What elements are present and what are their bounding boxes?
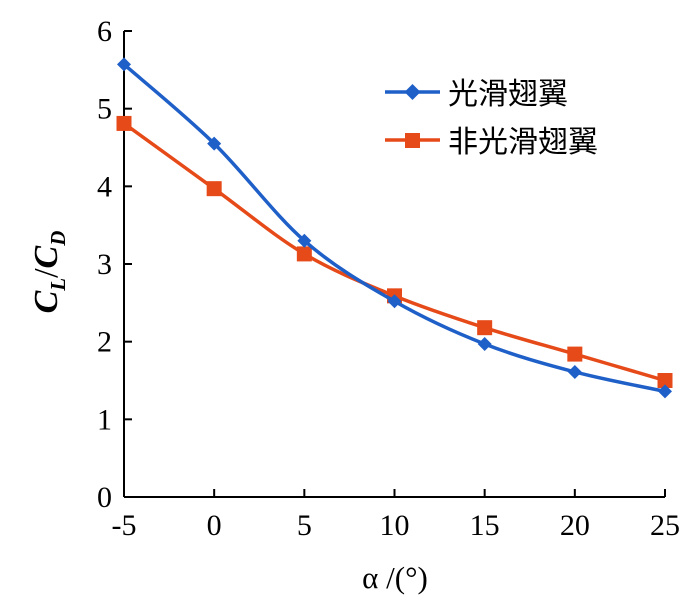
data-point [297, 233, 312, 248]
y-axis-title: CL/CD [28, 231, 70, 314]
series-1 [117, 57, 672, 399]
series-line [122, 122, 666, 383]
y-tick-label: 5 [97, 93, 112, 126]
data-point [207, 136, 222, 151]
data-point [206, 181, 222, 197]
data-point [477, 320, 493, 336]
legend-marker-square [405, 133, 420, 148]
y-tick-label: 6 [97, 15, 112, 48]
x-ticks: -5 0 5 10 15 20 25 [112, 489, 680, 542]
y-tick-label: 4 [97, 170, 112, 203]
y-tick-label: 2 [97, 326, 112, 359]
series-group [116, 57, 673, 399]
legend-item-series-1: 光滑翅翼 [385, 77, 568, 112]
data-point [657, 373, 673, 388]
x-tick-label: -5 [112, 509, 137, 542]
x-tick-label: 0 [207, 509, 222, 542]
series-line [122, 63, 666, 394]
x-tick-label: 20 [560, 509, 590, 542]
data-point [387, 294, 402, 309]
data-point [658, 384, 672, 399]
legend-label-series-1: 光滑翅翼 [448, 77, 568, 112]
axes [123, 31, 665, 498]
x-tick-label: 10 [380, 509, 410, 542]
data-point [567, 346, 583, 362]
data-point [477, 336, 492, 351]
legend-marker-diamond [404, 84, 421, 100]
legend-item-series-2: 非光滑翅翼 [385, 125, 598, 160]
x-axis-title: α /(°) [362, 560, 428, 595]
y-tick-label: 0 [97, 481, 112, 514]
data-point [567, 364, 582, 379]
y-ticks: 0 1 2 3 4 5 6 [97, 15, 132, 514]
data-point [117, 57, 131, 72]
x-tick-label: 15 [470, 509, 500, 542]
data-point [116, 115, 132, 131]
legend: 光滑翅翼 非光滑翅翼 [385, 77, 598, 160]
data-point [296, 246, 312, 262]
legend-label-series-2: 非光滑翅翼 [448, 125, 598, 160]
y-tick-label: 1 [97, 403, 112, 436]
x-tick-label: 5 [297, 509, 312, 542]
y-tick-label: 3 [97, 248, 112, 281]
x-tick-label: 25 [650, 509, 680, 542]
